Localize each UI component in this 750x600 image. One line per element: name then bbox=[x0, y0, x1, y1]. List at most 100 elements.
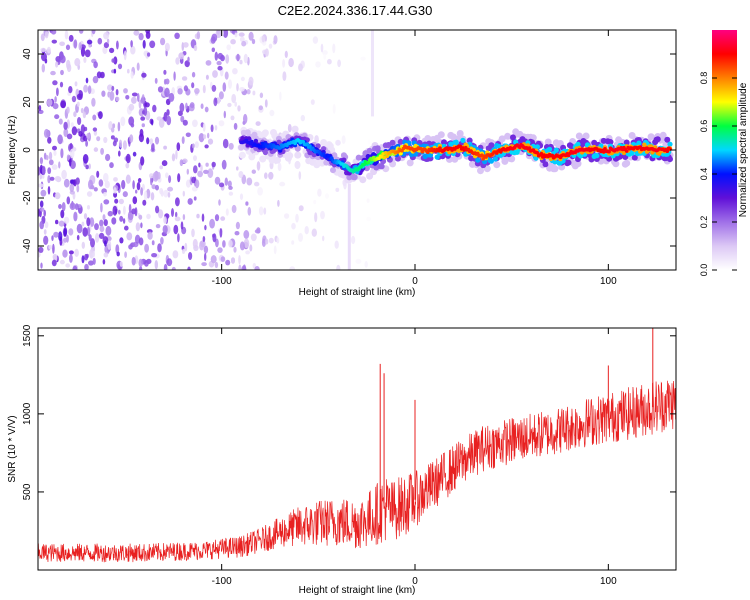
spectrogram-noise-cell bbox=[323, 53, 327, 60]
spectrogram-noise-cell bbox=[214, 125, 218, 131]
spectrogram-noise-cell bbox=[289, 266, 295, 270]
spectrogram-noise-cell bbox=[96, 71, 102, 79]
spectrogram-ridge-cell bbox=[269, 142, 273, 147]
spectrogram-ridge-cell bbox=[248, 153, 256, 161]
spectrogram-noise-cell bbox=[60, 209, 65, 219]
spectrogram-noise-cell bbox=[94, 223, 99, 231]
spectrogram-ridge-cell bbox=[665, 149, 670, 153]
spectrogram-ridge-cell bbox=[510, 134, 516, 141]
spectrogram-noise-cell bbox=[366, 216, 371, 222]
spectrogram-noise-cell bbox=[212, 70, 218, 78]
spectrogram-noise-cell bbox=[168, 175, 172, 184]
spectrogram-noise-cell bbox=[194, 179, 200, 189]
spectrogram-noise-cell bbox=[182, 119, 188, 126]
colorbar-tick-label: 0.6 bbox=[699, 120, 709, 133]
spectrogram-ridge-cell bbox=[480, 153, 484, 157]
spectrogram-noise-cell bbox=[163, 263, 168, 270]
spectrogram-noise-cell bbox=[111, 127, 115, 133]
spectrogram-noise-cell bbox=[125, 174, 131, 184]
spectrogram-noise-cell bbox=[140, 187, 144, 196]
snr-marks bbox=[38, 328, 676, 563]
spectrogram-noise-cell bbox=[69, 202, 76, 210]
snr-frame bbox=[37, 327, 677, 571]
spectrogram-noise-cell bbox=[55, 61, 59, 68]
spectrogram-streak bbox=[347, 183, 351, 270]
spectrogram-noise-cell bbox=[163, 189, 169, 198]
spectrogram-noise-cell bbox=[222, 138, 229, 149]
spectrogram-noise-cell bbox=[258, 206, 264, 216]
spectrogram-noise-cell bbox=[88, 234, 92, 242]
spectrogram-noise-cell bbox=[277, 162, 282, 172]
spectrogram-noise-cell bbox=[141, 123, 145, 128]
spectrogram-noise-cell bbox=[196, 31, 201, 40]
spectrogram-noise-cell bbox=[273, 35, 278, 45]
spectrogram-noise-cell bbox=[197, 170, 204, 178]
spectrogram-noise-cell bbox=[43, 209, 46, 217]
spectrogram-noise-cell bbox=[46, 46, 51, 54]
spectrogram-noise-cell bbox=[53, 231, 59, 238]
spectrogram-noise-cell bbox=[204, 144, 209, 149]
spectrogram-ridge-cell bbox=[359, 176, 367, 184]
spectrogram-ridge-cell bbox=[321, 146, 327, 152]
spectrogram-noise-cell bbox=[268, 171, 274, 180]
spectrogram-ridge-cell bbox=[535, 151, 540, 155]
spectrogram-noise-cell bbox=[91, 97, 96, 107]
spectrogram-noise-cell bbox=[175, 149, 178, 160]
spectrogram-noise-cell bbox=[63, 128, 69, 138]
spectrogram-noise-cell bbox=[284, 213, 290, 219]
spectrogram-noise-cell bbox=[38, 183, 44, 188]
spectrogram-noise-cell bbox=[105, 153, 111, 162]
spectrogram-x-axis-label: Height of straight line (km) bbox=[299, 287, 416, 298]
spectrogram-noise-cell bbox=[216, 96, 221, 105]
spectrogram-noise-cell bbox=[104, 180, 110, 189]
spectrogram-noise-cell bbox=[182, 190, 185, 197]
spectrogram-noise-cell bbox=[264, 238, 269, 245]
spectrogram-noise-cell bbox=[300, 114, 305, 122]
spectrogram-noise-cell bbox=[214, 176, 221, 185]
spectrogram-noise-cell bbox=[239, 87, 245, 92]
spectrogram-noise-cell bbox=[47, 175, 51, 184]
spectrogram-noise-cell bbox=[224, 71, 229, 80]
spectrogram-noise-cell bbox=[201, 213, 205, 222]
spectrogram-noise-cell bbox=[231, 93, 237, 104]
spectrogram-noise-cell bbox=[95, 233, 100, 243]
y-tick-label: 20 bbox=[22, 96, 33, 108]
spectrogram-noise-cell bbox=[151, 253, 158, 258]
spectrogram-noise-cell bbox=[258, 105, 263, 111]
spectrogram-noise-cell bbox=[241, 265, 247, 270]
spectrogram-noise-cell bbox=[163, 69, 167, 75]
spectrogram-noise-cell bbox=[247, 206, 252, 216]
spectrogram-noise-cell bbox=[202, 122, 206, 132]
snr-y-axis-label: SNR (10 * V/V) bbox=[7, 415, 18, 482]
spectrogram-ridge-cell bbox=[551, 165, 559, 173]
spectrogram-noise-cell bbox=[312, 36, 319, 44]
spectrogram-noise-cell bbox=[132, 196, 138, 205]
spectrogram-noise-cell bbox=[74, 203, 79, 211]
spectrogram-noise-cell bbox=[243, 53, 248, 64]
spectrogram-noise-cell bbox=[52, 253, 58, 261]
spectrogram-noise-cell bbox=[177, 173, 181, 183]
spectrogram-noise-cell bbox=[49, 176, 55, 181]
spectrogram-noise-cell bbox=[40, 262, 43, 269]
spectrogram-noise-cell bbox=[176, 142, 181, 152]
spectrogram-ridge-cell bbox=[262, 149, 268, 156]
spectrogram-noise-cell bbox=[159, 165, 163, 170]
spectrogram-noise-cell bbox=[193, 165, 198, 174]
spectrogram-y-axis-label: Frequency (Hz) bbox=[7, 116, 18, 185]
spectrogram-noise-cell bbox=[51, 164, 58, 170]
spectrogram-noise-cell bbox=[250, 233, 257, 242]
spectrogram-ridge-cell bbox=[396, 150, 400, 154]
spectrogram-ridge-cell bbox=[542, 161, 549, 168]
spectrogram-marks bbox=[38, 30, 674, 270]
spectrogram-noise-cell bbox=[251, 38, 256, 45]
spectrogram-noise-cell bbox=[85, 77, 89, 84]
spectrogram-noise-cell bbox=[171, 266, 176, 270]
snr-series-line bbox=[38, 380, 676, 563]
y-tick-label: 500 bbox=[22, 483, 33, 500]
spectrogram-noise-cell bbox=[63, 228, 67, 237]
spectrogram-noise-cell bbox=[264, 172, 268, 179]
spectrogram-ridge-cell bbox=[406, 159, 414, 167]
spectrogram-ridge-cell bbox=[624, 149, 629, 153]
spectrogram-noise-cell bbox=[264, 48, 269, 57]
spectrogram-noise-cell bbox=[68, 86, 73, 94]
